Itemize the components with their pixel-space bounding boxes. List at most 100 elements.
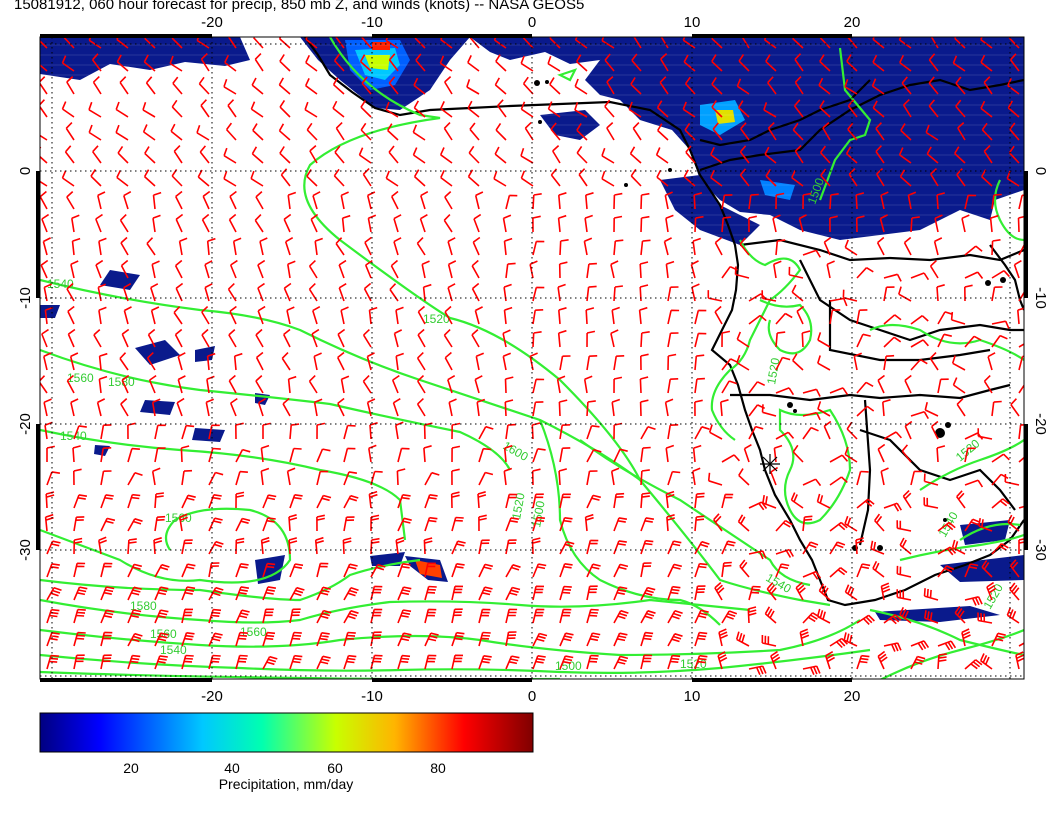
wind-barb	[610, 260, 619, 279]
wind-barb	[154, 424, 166, 440]
colorbar-tick-label: 40	[224, 760, 240, 776]
wind-barb	[720, 399, 729, 417]
wind-barb	[586, 608, 599, 624]
wind-barb	[964, 447, 976, 463]
contour-label: 1540	[160, 643, 187, 657]
wind-barb	[910, 410, 929, 420]
wind-barb	[910, 640, 930, 651]
wind-barb	[289, 423, 300, 440]
wind-barb	[900, 123, 912, 141]
wind-barb	[829, 567, 848, 578]
wind-barb	[66, 282, 75, 302]
wind-barb	[638, 306, 648, 325]
wind-barb	[505, 539, 517, 555]
wind-barb	[628, 101, 642, 118]
wind-barb	[154, 515, 166, 532]
wind-barb	[954, 605, 966, 624]
wind-barb	[172, 76, 183, 95]
wind-barb	[640, 562, 652, 578]
wind-barb	[879, 214, 888, 233]
wind-barb	[829, 387, 849, 396]
wind-barb	[478, 586, 493, 601]
wind-barb	[416, 352, 426, 371]
wind-barb	[343, 424, 356, 440]
wind-barb	[613, 492, 625, 509]
wind-barb	[397, 494, 411, 509]
wind-barb	[883, 642, 902, 652]
wind-barb	[447, 283, 456, 302]
wind-barb	[494, 77, 507, 95]
wind-barb	[40, 190, 48, 210]
wind-barb	[66, 76, 75, 95]
wind-barb	[829, 309, 841, 325]
wind-barb	[549, 77, 561, 95]
wind-barb	[748, 381, 766, 394]
wind-barb	[694, 540, 710, 555]
wind-barb	[228, 329, 237, 348]
wind-barb	[447, 260, 457, 279]
wind-barb	[469, 122, 480, 141]
wind-barb	[393, 214, 402, 233]
wind-barb	[707, 472, 723, 486]
wind-barb	[46, 563, 60, 578]
wind-barb	[154, 655, 168, 670]
wind-barb	[235, 491, 245, 509]
wind-barb	[735, 631, 750, 647]
wind-barb	[208, 447, 221, 463]
wind-barb	[844, 515, 858, 532]
wind-barb	[391, 374, 400, 394]
wind-barb	[173, 306, 183, 325]
wind-barb	[640, 192, 650, 210]
wind-barb	[846, 421, 858, 440]
lon-tick-label: -10	[361, 688, 383, 705]
wind-barb	[497, 99, 507, 118]
wind-barb	[495, 54, 507, 72]
wind-barb	[710, 169, 723, 187]
wind-barb	[640, 539, 654, 555]
wind-barb	[316, 632, 330, 647]
wind-barb	[71, 214, 80, 233]
wind-barb	[73, 468, 82, 486]
wind-barb	[748, 501, 768, 511]
wind-barb	[586, 585, 598, 601]
wind-barb	[288, 514, 298, 532]
wind-barbs	[40, 37, 1024, 676]
wind-barb	[306, 122, 318, 141]
wind-barb	[444, 191, 453, 210]
wind-barb	[964, 271, 984, 279]
lon-tick-label: -20	[201, 14, 223, 31]
wind-barb	[471, 259, 480, 279]
wind-barb	[478, 471, 494, 486]
wind-barb	[174, 259, 183, 279]
wind-barb	[390, 259, 399, 279]
wind-barb	[343, 587, 359, 601]
wind-barb	[360, 122, 372, 141]
colorbar	[39, 712, 534, 753]
wind-barb	[505, 262, 516, 279]
wind-barb	[748, 585, 761, 601]
wind-barb	[143, 54, 156, 72]
wind-barb	[46, 654, 59, 670]
wind-barb	[340, 191, 349, 210]
wind-barb	[683, 169, 696, 187]
wind-barb	[235, 563, 249, 578]
wind-barb	[736, 78, 750, 95]
wind-barb	[937, 653, 947, 670]
wind-barb	[181, 563, 196, 578]
wind-barb	[100, 631, 113, 647]
wind-barb	[259, 237, 268, 256]
wind-barb	[586, 285, 597, 302]
wind-barb	[1017, 307, 1024, 325]
wind-barb	[416, 237, 426, 256]
wind-barb	[586, 262, 597, 279]
wind-barb	[855, 215, 865, 233]
wind-barb	[937, 378, 949, 394]
wind-barb	[287, 191, 297, 210]
wind-barb	[257, 305, 266, 325]
wind-barb	[532, 215, 541, 233]
wind-barb	[127, 518, 143, 532]
wind-barb	[1018, 291, 1024, 302]
wind-barb	[206, 237, 216, 256]
wind-barb	[363, 282, 372, 302]
wind-barb	[665, 260, 675, 279]
